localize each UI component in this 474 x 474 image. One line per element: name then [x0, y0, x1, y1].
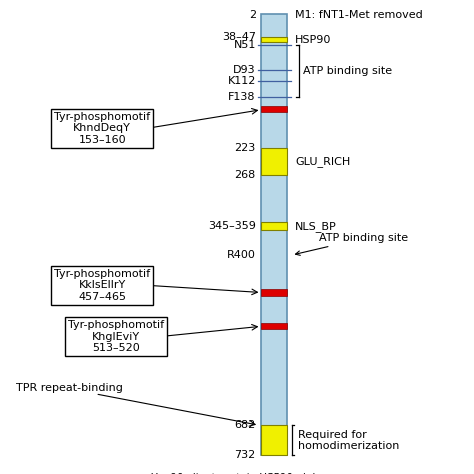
Text: M1: fNT1-Met removed: M1: fNT1-Met removed	[295, 10, 423, 20]
Bar	[261, 222, 287, 230]
Text: TPR repeat-binding: TPR repeat-binding	[16, 383, 123, 393]
Text: R400: R400	[227, 250, 256, 260]
Text: 268: 268	[235, 171, 256, 181]
Bar	[261, 14, 287, 456]
Text: ATP binding site: ATP binding site	[295, 233, 409, 255]
Text: N51: N51	[233, 39, 256, 50]
Bar	[261, 290, 287, 295]
Bar	[261, 323, 287, 329]
Bar	[261, 36, 287, 42]
Text: Tyr-phosphomotif
KhglEviY
513–520: Tyr-phosphomotif KhglEviY 513–520	[68, 320, 164, 353]
Text: NLS_BP: NLS_BP	[295, 221, 337, 232]
Text: 223: 223	[235, 143, 256, 153]
Text: K112: K112	[228, 76, 256, 86]
Text: 2: 2	[249, 10, 256, 20]
Text: ATP binding site: ATP binding site	[303, 66, 392, 76]
Text: Tyr-phosphomotif
KklsEllrY
457–465: Tyr-phosphomotif KklsEllrY 457–465	[54, 269, 150, 302]
Text: GLU_RICH: GLU_RICH	[295, 156, 351, 167]
Text: Tyr-phosphomotif
KhndDeqY
153–160: Tyr-phosphomotif KhndDeqY 153–160	[54, 112, 150, 145]
Bar	[261, 425, 287, 456]
Bar	[261, 148, 287, 175]
Text: 345–359: 345–359	[208, 221, 256, 231]
Text: 682: 682	[235, 420, 256, 430]
Text: Required for
homodimerization: Required for homodimerization	[298, 429, 400, 451]
Text: D93: D93	[233, 65, 256, 75]
Text: F138: F138	[228, 92, 256, 102]
Text: HSP90: HSP90	[295, 35, 332, 45]
Text: 38–47: 38–47	[222, 32, 256, 42]
Bar	[261, 106, 287, 112]
Text: 732: 732	[235, 450, 256, 460]
